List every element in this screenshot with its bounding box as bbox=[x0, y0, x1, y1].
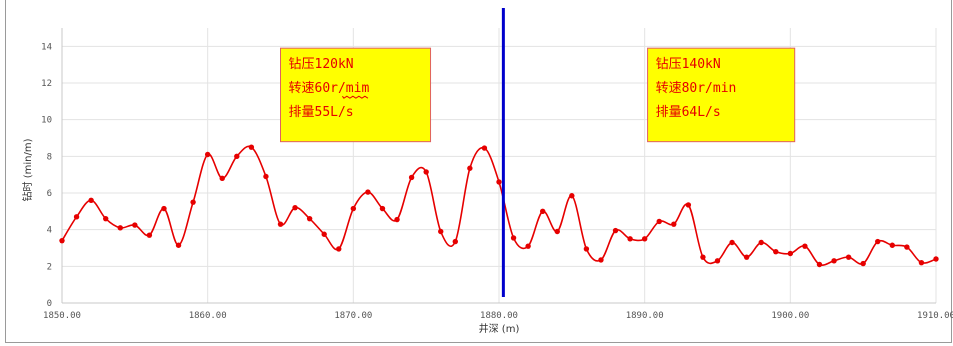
annotation-layer: 钻压120kN 转速60r/mim 排量55L/s 钻压140kN 转速80r/min 排… bbox=[280, 47, 796, 143]
data-point bbox=[292, 204, 298, 211]
data-point bbox=[394, 216, 400, 223]
x-tick-label: 1850.00 bbox=[43, 311, 81, 321]
data-point bbox=[438, 228, 444, 235]
data-point bbox=[175, 242, 182, 248]
data-point bbox=[875, 238, 881, 245]
parameter-box-1 bbox=[647, 47, 796, 143]
x-tick-label: 1870.00 bbox=[334, 311, 372, 321]
data-point bbox=[831, 258, 837, 264]
data-point bbox=[277, 221, 284, 227]
spellcheck-underline bbox=[342, 95, 369, 99]
data-point bbox=[336, 246, 342, 252]
data-point bbox=[379, 205, 386, 212]
data-point bbox=[627, 236, 633, 242]
y-axis-label: 钻时 (min/m) bbox=[21, 138, 34, 201]
data-point bbox=[714, 258, 721, 264]
y-tick-label: 0 bbox=[47, 299, 52, 309]
x-tick-label: 1890.00 bbox=[626, 311, 664, 321]
data-point bbox=[758, 239, 764, 246]
y-tick-label: 8 bbox=[47, 152, 52, 162]
x-tick-label: 1880.00 bbox=[480, 311, 518, 321]
y-tick-label: 12 bbox=[41, 79, 52, 89]
data-point bbox=[234, 153, 240, 160]
data-point bbox=[73, 214, 80, 220]
data-point bbox=[408, 174, 415, 181]
data-point bbox=[598, 257, 604, 263]
data-point bbox=[321, 231, 327, 237]
data-point bbox=[860, 260, 866, 267]
parameter-line: 钻压140kN bbox=[656, 57, 721, 72]
data-point bbox=[88, 197, 94, 204]
data-point bbox=[496, 179, 502, 185]
data-point bbox=[365, 189, 371, 195]
y-tick-label: 10 bbox=[41, 116, 52, 126]
data-point bbox=[263, 173, 269, 180]
data-point bbox=[656, 218, 662, 225]
parameter-line: 转速60r/mim bbox=[289, 81, 370, 96]
data-point bbox=[583, 246, 590, 252]
data-point bbox=[933, 256, 939, 262]
data-point bbox=[423, 169, 429, 175]
data-point bbox=[540, 208, 546, 215]
data-point bbox=[685, 202, 692, 208]
data-point bbox=[641, 236, 648, 242]
chart-left-frame bbox=[5, 0, 952, 343]
data-point bbox=[510, 235, 517, 241]
data-point bbox=[612, 227, 619, 234]
x-tick-label: 1910.00 bbox=[917, 311, 953, 321]
data-point bbox=[918, 259, 925, 266]
data-point bbox=[350, 205, 357, 212]
parameter-line: 转速80r/min bbox=[656, 81, 737, 96]
parameter-line: 排量55L/s bbox=[289, 105, 354, 120]
x-axis-label: 井深 (m) bbox=[479, 322, 520, 335]
y-tick-label: 2 bbox=[47, 262, 52, 272]
data-point bbox=[889, 242, 895, 248]
data-point bbox=[729, 239, 735, 246]
data-point bbox=[773, 248, 779, 255]
x-tick-label: 1860.00 bbox=[189, 311, 227, 321]
data-point bbox=[700, 254, 706, 260]
data-point bbox=[306, 215, 313, 222]
data-point bbox=[117, 225, 123, 231]
data-point bbox=[845, 254, 852, 260]
parameter-box-0 bbox=[280, 47, 432, 143]
data-point bbox=[248, 144, 255, 150]
data-point bbox=[671, 221, 677, 227]
data-point bbox=[467, 165, 473, 171]
data-point bbox=[219, 175, 225, 182]
data-point bbox=[452, 238, 458, 245]
data-point bbox=[816, 261, 823, 268]
data-point bbox=[554, 228, 560, 235]
axes: 0 2 4 6 8 10 12 14 1850.00 1860.00 1870.00 1880.00 1… bbox=[41, 28, 953, 321]
parameter-line: 钻压120kN bbox=[289, 57, 354, 72]
data-point bbox=[146, 232, 153, 238]
data-point bbox=[103, 215, 109, 222]
data-point bbox=[787, 250, 794, 257]
data-point bbox=[802, 243, 808, 249]
data-point bbox=[204, 151, 211, 158]
data-point bbox=[904, 244, 910, 250]
data-point bbox=[161, 205, 167, 212]
data-point bbox=[569, 193, 575, 199]
data-point bbox=[190, 199, 196, 205]
data-point bbox=[743, 254, 750, 260]
x-tick-label: 1900.00 bbox=[771, 311, 809, 321]
series-layer bbox=[59, 144, 939, 268]
data-point bbox=[59, 237, 65, 244]
data-point bbox=[481, 145, 488, 151]
parameter-line: 排量64L/s bbox=[656, 105, 721, 120]
data-point bbox=[525, 243, 531, 249]
y-tick-label: 14 bbox=[41, 42, 52, 52]
y-tick-label: 6 bbox=[47, 189, 52, 199]
y-tick-label: 4 bbox=[47, 226, 52, 236]
data-point bbox=[132, 222, 138, 228]
